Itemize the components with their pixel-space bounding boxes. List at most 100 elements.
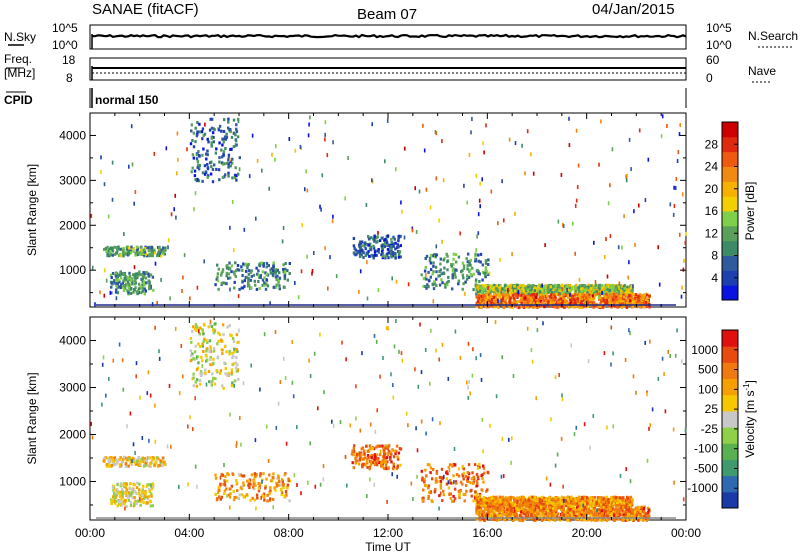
data-cell (220, 273, 223, 277)
data-cell (507, 285, 510, 289)
data-cell (197, 150, 200, 154)
data-cell (231, 157, 234, 161)
data-cell (503, 218, 505, 223)
data-cell (121, 281, 124, 285)
data-cell (229, 492, 232, 496)
data-cell (237, 497, 240, 500)
data-cell (536, 298, 539, 302)
data-cell (233, 173, 237, 177)
data-cell (397, 253, 401, 256)
data-cell (499, 292, 502, 296)
data-cell (429, 205, 432, 210)
data-cell (196, 378, 199, 382)
data-cell (198, 130, 201, 134)
data-cell (506, 499, 509, 503)
data-cell (620, 502, 623, 505)
data-cell (631, 305, 634, 309)
data-cell (214, 476, 218, 480)
data-cell (561, 300, 564, 304)
data-cell (140, 497, 144, 501)
data-cell (220, 129, 223, 133)
data-cell (514, 141, 517, 146)
data-cell (238, 493, 241, 497)
data-cell (145, 484, 149, 488)
data-cell (539, 293, 542, 297)
data-cell (450, 263, 453, 266)
data-cell (226, 325, 229, 329)
data-cell (592, 305, 595, 309)
data-cell (216, 355, 220, 359)
data-cell (227, 371, 230, 375)
data-cell (578, 305, 581, 308)
data-cell (628, 499, 631, 503)
data-cell (362, 462, 365, 466)
data-cell (386, 234, 390, 238)
data-cell (508, 304, 511, 308)
data-cell (124, 484, 128, 488)
data-cell (213, 163, 216, 167)
data-cell (220, 281, 223, 285)
data-cell (464, 492, 467, 496)
data-cell (206, 175, 209, 179)
data-cell (467, 252, 470, 256)
data-cell (474, 463, 477, 467)
data-cell (372, 256, 375, 260)
data-cell (212, 135, 215, 139)
data-cell (366, 454, 370, 457)
data-cell (576, 504, 580, 508)
data-cell (284, 490, 288, 493)
data-cell (424, 474, 428, 478)
data-cell (508, 137, 511, 142)
data-cell (215, 147, 218, 151)
data-cell (450, 481, 454, 485)
data-cell (206, 166, 210, 170)
data-cell (403, 235, 406, 240)
data-cell (574, 299, 577, 303)
data-cell (493, 305, 496, 309)
data-cell (193, 350, 197, 354)
data-cell (573, 497, 577, 501)
data-cell (482, 480, 485, 484)
data-cell (475, 472, 479, 476)
data-cell (363, 449, 366, 453)
data-cell (462, 467, 465, 471)
data-cell (235, 269, 238, 273)
data-cell (464, 474, 468, 478)
data-cell (527, 285, 530, 289)
data-cell (542, 297, 545, 301)
data-cell (159, 254, 163, 258)
data-cell (211, 168, 215, 171)
data-cell (474, 252, 477, 256)
data-cell (224, 367, 227, 370)
data-cell (518, 306, 521, 310)
data-cell (533, 301, 536, 305)
data-cell (377, 457, 380, 461)
data-cell (222, 152, 225, 156)
data-cell (173, 207, 175, 212)
data-cell (285, 493, 288, 497)
data-cell (461, 269, 464, 272)
data-cell (446, 254, 449, 258)
data-cell (583, 300, 587, 304)
data-cell (122, 249, 125, 252)
data-cell (221, 176, 225, 179)
data-cell (245, 269, 248, 273)
data-cell (203, 337, 206, 341)
data-cell (440, 467, 444, 471)
data-cell (616, 301, 619, 305)
data-cell (277, 280, 280, 284)
data-cell (502, 502, 506, 506)
data-cell (383, 448, 386, 452)
data-cell (430, 253, 433, 257)
data-cell (387, 251, 390, 255)
data-cell (628, 301, 631, 305)
data-cell (201, 359, 204, 363)
data-cell (519, 291, 522, 295)
data-cell (549, 285, 552, 289)
data-cell (257, 273, 260, 278)
data-cell (372, 461, 375, 465)
data-cell (588, 290, 592, 294)
data-cell (574, 302, 577, 306)
data-cell (141, 274, 145, 278)
data-cell (103, 293, 106, 298)
